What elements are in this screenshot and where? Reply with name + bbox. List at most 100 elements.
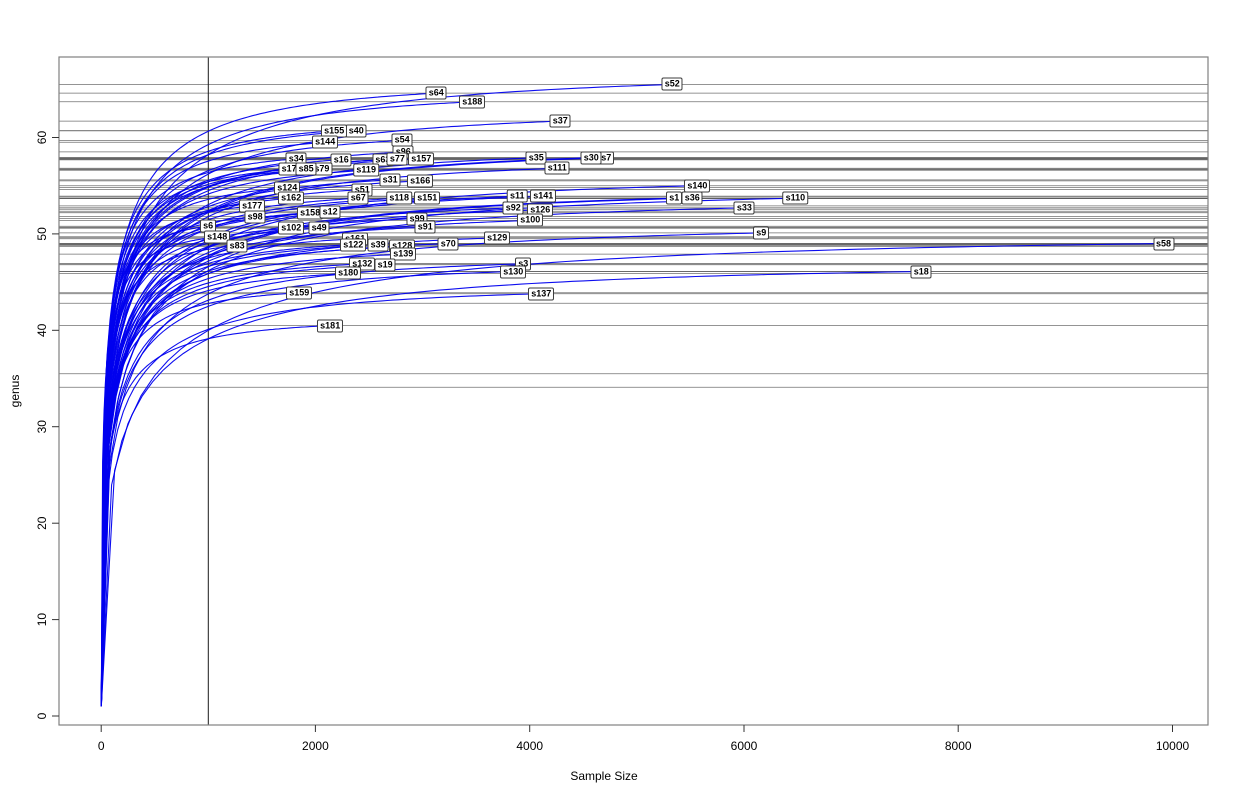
rarefaction-curve	[100, 187, 288, 707]
rarefaction-curve	[100, 263, 363, 707]
sample-label: s31	[379, 173, 401, 187]
rarefaction-curve	[100, 207, 514, 707]
sample-label: s102	[278, 221, 305, 235]
rarefaction-curve	[100, 225, 209, 707]
sample-label: s36	[681, 191, 703, 205]
rarefaction-curve	[100, 243, 354, 707]
sample-label: s110	[782, 191, 809, 205]
sample-label: s33	[733, 201, 755, 215]
sample-label: s129	[484, 231, 511, 245]
rarefaction-curve	[100, 168, 307, 707]
y-tick-label: 30	[35, 420, 49, 434]
sample-label: s180	[335, 266, 362, 280]
x-tick-label: 2000	[302, 739, 329, 753]
y-tick-label: 60	[35, 131, 49, 145]
rarefaction-curve	[100, 130, 357, 707]
sample-label: s52	[661, 77, 683, 91]
rarefaction-curve	[100, 232, 762, 707]
rarefaction-curve	[100, 226, 426, 707]
sample-label: s64	[425, 86, 447, 100]
rarefaction-curve	[100, 130, 335, 707]
sample-label: s70	[437, 237, 459, 250]
rarefaction-curve	[100, 197, 359, 707]
sample-label: s166	[407, 174, 434, 188]
rarefaction-curve	[100, 253, 404, 707]
sample-label: s141	[530, 189, 557, 203]
y-tick-label: 20	[35, 516, 49, 530]
sample-label: s49	[308, 221, 330, 235]
sample-label: s130	[500, 265, 527, 278]
sample-label: s67	[347, 191, 369, 205]
sample-label: s181	[317, 319, 344, 332]
sample-label: s37	[549, 114, 571, 128]
y-tick-label: 40	[35, 323, 49, 337]
rarefaction-curve	[100, 195, 518, 707]
sample-label: s144	[312, 135, 339, 149]
x-tick-label: 10000	[1156, 739, 1190, 753]
rarefaction-curve	[100, 238, 356, 707]
sample-label: s118	[386, 191, 412, 205]
rarefaction-curve	[100, 237, 498, 707]
rarefaction-curve	[100, 227, 292, 707]
sample-label: s100	[517, 213, 544, 227]
x-tick-label: 8000	[945, 739, 972, 753]
sample-label: s137	[528, 287, 555, 301]
rarefaction-curve	[100, 83, 673, 707]
rarefaction-curve	[100, 242, 1164, 707]
sample-label: s157	[408, 152, 435, 166]
sample-label: s92	[502, 201, 524, 215]
sample-label: s58	[1152, 237, 1175, 250]
sample-label: s122	[340, 238, 367, 251]
sample-label: s9	[753, 226, 770, 240]
sample-label: s85	[295, 162, 317, 176]
sample-label: s159	[286, 286, 313, 300]
sample-label: s91	[414, 220, 436, 234]
sample-label: s119	[353, 163, 379, 177]
sample-label: s162	[278, 191, 305, 205]
rarefaction-curve	[100, 243, 379, 707]
sample-label: s77	[386, 152, 408, 166]
sample-label: s19	[374, 258, 396, 272]
sample-label: s148	[204, 230, 231, 244]
sample-label: s188	[459, 95, 486, 109]
rarefaction-curve	[100, 244, 238, 707]
x-tick-label: 6000	[731, 739, 758, 753]
sample-label: s6	[200, 219, 217, 233]
sample-label: s98	[244, 210, 266, 223]
sample-label: s35	[525, 151, 547, 165]
sample-label: s83	[226, 239, 248, 252]
rarefaction-curve	[100, 272, 349, 707]
y-tick-label: 10	[35, 613, 49, 627]
rarefaction-curve	[100, 324, 331, 707]
rarefaction-curve	[100, 197, 693, 707]
rarefaction-curve	[100, 92, 437, 707]
sample-label: s30	[580, 151, 602, 165]
plot-border	[58, 56, 1209, 726]
rarefaction-curve	[100, 270, 514, 707]
sample-label: s111	[544, 161, 570, 175]
sample-label: s139	[390, 247, 417, 261]
y-tick-label: 50	[35, 227, 49, 241]
rarefaction-curve	[100, 270, 922, 707]
sample-label: s12	[319, 205, 341, 219]
sample-label: s40	[345, 124, 367, 138]
rarefaction-curve	[100, 263, 524, 707]
rarefaction-curve	[100, 141, 326, 707]
rarefaction-curve	[100, 158, 297, 707]
rarefaction-curve	[100, 179, 391, 707]
rarefaction-curve	[100, 236, 218, 707]
sample-label: s140	[684, 179, 711, 193]
rarefaction-curve	[100, 101, 473, 707]
y-tick-label: 0	[35, 712, 49, 719]
rarefaction-curve	[100, 157, 592, 707]
rarefaction-curve	[100, 292, 300, 707]
rarefaction-curve	[100, 293, 542, 707]
rarefaction-curve	[100, 219, 531, 707]
sample-label: s18	[910, 265, 932, 278]
x-tick-label: 4000	[516, 739, 543, 753]
sample-label: s151	[414, 191, 441, 205]
sample-label: s16	[330, 153, 352, 167]
rarefaction-curve	[100, 151, 404, 707]
